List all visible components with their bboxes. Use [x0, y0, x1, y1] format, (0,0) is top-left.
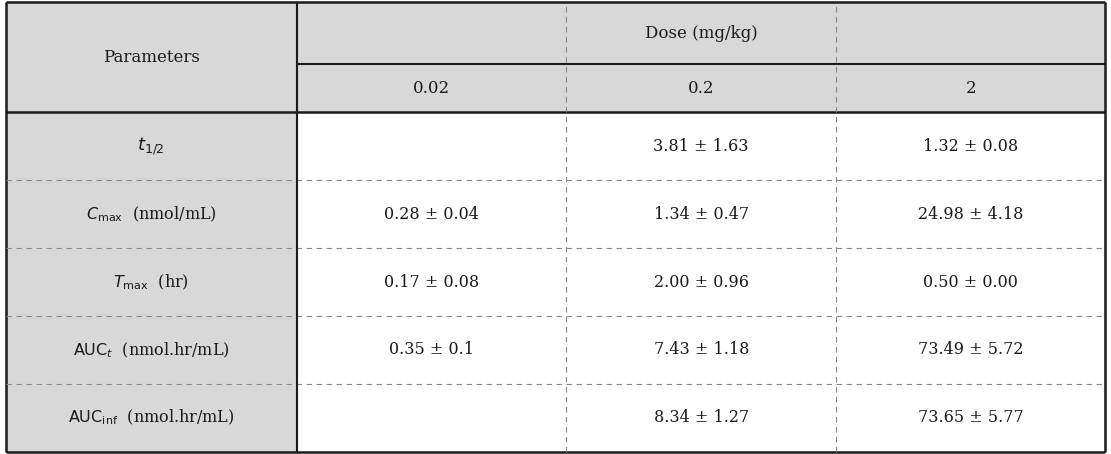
Bar	[297, 2, 1105, 64]
Bar	[6, 113, 297, 180]
Bar	[297, 248, 567, 316]
Text: 2.00 ± 0.96: 2.00 ± 0.96	[653, 274, 749, 291]
Text: 73.65 ± 5.77: 73.65 ± 5.77	[918, 410, 1023, 426]
Text: $C_{\mathrm{max}}$  (nmol/mL): $C_{\mathrm{max}}$ (nmol/mL)	[86, 204, 217, 224]
Bar	[297, 316, 567, 384]
Bar	[297, 113, 567, 180]
Text: 24.98 ± 4.18: 24.98 ± 4.18	[918, 206, 1023, 223]
Text: Parameters: Parameters	[103, 49, 200, 66]
Text: 0.17 ± 0.08: 0.17 ± 0.08	[384, 274, 479, 291]
Bar	[567, 248, 835, 316]
Bar	[6, 180, 297, 248]
Bar	[835, 64, 1105, 113]
Bar	[835, 248, 1105, 316]
Text: 8.34 ± 1.27: 8.34 ± 1.27	[653, 410, 749, 426]
Bar	[297, 180, 567, 248]
Bar	[567, 316, 835, 384]
Text: $\mathrm{AUC}_{t}$  (nmol.hr/mL): $\mathrm{AUC}_{t}$ (nmol.hr/mL)	[73, 340, 230, 360]
Text: 0.2: 0.2	[688, 80, 714, 97]
Bar	[567, 64, 835, 113]
Text: 1.32 ± 0.08: 1.32 ± 0.08	[923, 138, 1019, 155]
Text: Dose (mg/kg): Dose (mg/kg)	[644, 25, 758, 42]
Text: 3.81 ± 1.63: 3.81 ± 1.63	[653, 138, 749, 155]
Text: $T_{\mathrm{max}}$  (hr): $T_{\mathrm{max}}$ (hr)	[113, 272, 189, 292]
Bar	[6, 248, 297, 316]
Bar	[6, 384, 297, 452]
Text: $t_{1/2}$: $t_{1/2}$	[138, 136, 166, 157]
Bar	[835, 113, 1105, 180]
Bar	[567, 384, 835, 452]
Text: 7.43 ± 1.18: 7.43 ± 1.18	[653, 341, 749, 358]
Bar	[297, 64, 567, 113]
Text: 1.34 ± 0.47: 1.34 ± 0.47	[653, 206, 749, 223]
Text: 2: 2	[965, 80, 977, 97]
Bar	[567, 180, 835, 248]
Text: 0.35 ± 0.1: 0.35 ± 0.1	[389, 341, 474, 358]
Text: $\mathrm{AUC}_{\mathrm{inf}}$  (nmol.hr/mL): $\mathrm{AUC}_{\mathrm{inf}}$ (nmol.hr/m…	[68, 408, 234, 428]
Bar	[297, 384, 567, 452]
Text: 0.50 ± 0.00: 0.50 ± 0.00	[923, 274, 1018, 291]
Bar	[6, 2, 297, 113]
Bar	[567, 113, 835, 180]
Bar	[835, 316, 1105, 384]
Bar	[835, 384, 1105, 452]
Bar	[6, 316, 297, 384]
Text: 0.02: 0.02	[413, 80, 450, 97]
Text: 0.28 ± 0.04: 0.28 ± 0.04	[384, 206, 479, 223]
Text: 73.49 ± 5.72: 73.49 ± 5.72	[918, 341, 1023, 358]
Bar	[835, 180, 1105, 248]
